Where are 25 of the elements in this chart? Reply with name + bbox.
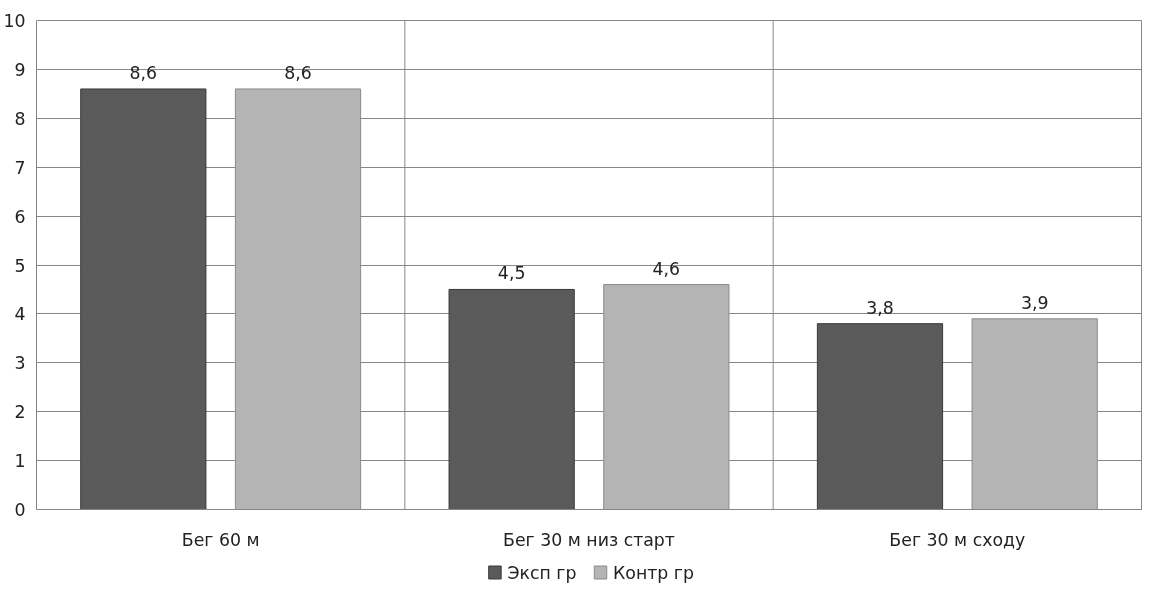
y-tick-label: 8 (14, 108, 26, 129)
y-tick-label: 10 (3, 11, 26, 31)
y-tick-label: 1 (14, 451, 26, 472)
y-tick-label: 3 (14, 353, 26, 374)
bar (80, 88, 207, 510)
x-tick-label: Бег 30 м сходу (889, 529, 1026, 550)
x-tick-label: Бег 60 м (181, 529, 260, 550)
y-tick-label: 7 (14, 157, 26, 178)
bar (448, 288, 575, 510)
y-tick-label: 6 (14, 206, 26, 227)
data-label: 8,6 (129, 62, 158, 83)
x-tick-label: Бег 30 м низ старт (503, 529, 675, 550)
y-tick-label: 5 (14, 255, 26, 276)
y-tick-label: 9 (14, 59, 26, 80)
data-label: 3,8 (866, 297, 894, 318)
y-tick-label: 0 (14, 500, 26, 520)
data-label: 4,5 (497, 263, 526, 284)
legend-label: Эксп гр (507, 562, 577, 583)
y-tick-label: 2 (14, 402, 26, 423)
legend-label: Контр гр (613, 562, 694, 583)
y-tick-label: 4 (14, 304, 26, 325)
bar (816, 323, 944, 510)
data-label: 4,6 (652, 258, 681, 279)
data-label: 3,9 (1020, 292, 1049, 313)
data-label: 8,6 (284, 62, 312, 83)
